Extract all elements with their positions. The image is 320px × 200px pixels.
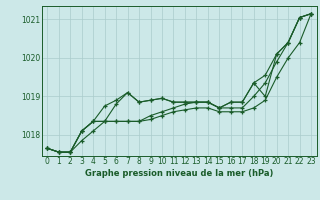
- X-axis label: Graphe pression niveau de la mer (hPa): Graphe pression niveau de la mer (hPa): [85, 169, 273, 178]
